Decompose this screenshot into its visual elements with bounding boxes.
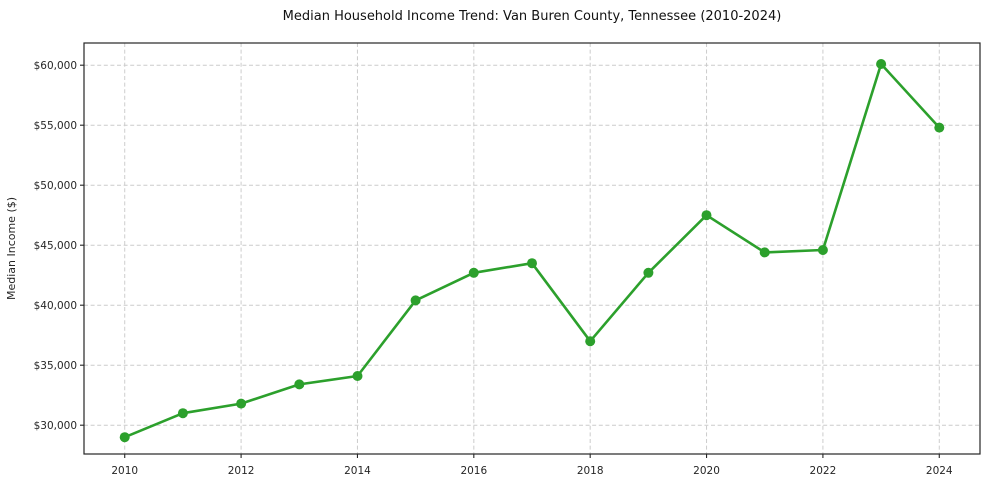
x-tick-label: 2022 (810, 465, 837, 477)
y-axis-label: Median Income ($) (5, 197, 18, 300)
y-tick-label: $50,000 (34, 180, 77, 192)
y-tick-label: $45,000 (34, 240, 77, 252)
y-tick-label: $60,000 (34, 60, 77, 72)
data-point-2017 (527, 258, 537, 269)
x-tick-label: 2014 (344, 465, 371, 477)
axis-frame (83, 42, 981, 455)
x-tick-label: 2024 (926, 465, 953, 477)
x-tick-label: 2018 (577, 465, 604, 477)
data-point-2024 (934, 122, 945, 133)
x-tick-label: 2012 (228, 465, 255, 477)
y-tick-label: $30,000 (34, 420, 77, 432)
data-point-2012 (236, 398, 247, 409)
data-point-2018 (585, 336, 596, 347)
data-point-2021 (759, 247, 770, 258)
x-tick-label: 2010 (111, 465, 138, 477)
data-point-2023 (876, 59, 887, 69)
y-tick-label: $35,000 (34, 360, 77, 372)
y-tick-label: $55,000 (34, 120, 77, 132)
y-tick-label: $40,000 (34, 300, 77, 312)
data-point-2022 (817, 245, 828, 255)
data-point-2015 (410, 295, 421, 306)
x-tick-label: 2020 (693, 465, 720, 477)
data-point-2019 (643, 267, 654, 278)
data-point-2014 (352, 371, 363, 381)
data-point-2016 (468, 267, 479, 278)
data-point-2013 (294, 379, 305, 390)
x-tick-label: 2016 (460, 465, 487, 477)
chart-title: Median Household Income Trend: Van Buren… (282, 9, 782, 24)
data-point-2020 (701, 210, 712, 221)
trend-line (123, 62, 941, 439)
data-point-2011 (177, 408, 188, 419)
data-point-2010 (119, 432, 130, 443)
